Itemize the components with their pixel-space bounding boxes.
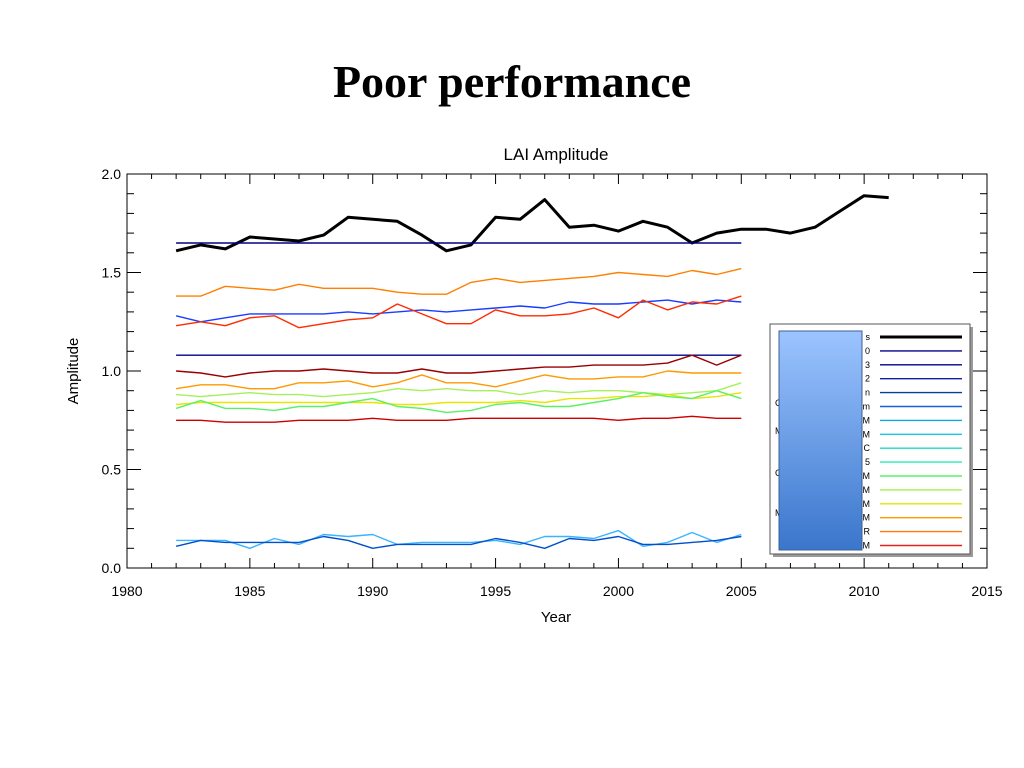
legend-label: 2 <box>865 374 870 384</box>
legend-label: n <box>865 388 870 398</box>
x-tick-label: 1985 <box>234 583 265 599</box>
y-tick-label: 0.0 <box>102 560 122 576</box>
x-tick-label: 1990 <box>357 583 388 599</box>
series-line-10 <box>176 392 742 406</box>
y-tick-label: 1.0 <box>102 363 122 379</box>
series-line-5 <box>175 299 742 323</box>
legend-label: 0 <box>865 346 870 356</box>
legend-label: 3 <box>865 360 870 370</box>
series-line-8 <box>175 370 742 390</box>
series-line-7 <box>176 354 742 378</box>
chart-title: LAI Amplitude <box>504 145 609 164</box>
series-line-6 <box>175 295 742 329</box>
legend-label: 5 <box>865 457 870 467</box>
legend-overlay <box>778 330 863 551</box>
legend-label: M <box>863 429 871 439</box>
legend-label: M <box>863 485 871 495</box>
series-line-4 <box>176 267 742 297</box>
legend-label: s <box>866 332 871 342</box>
legend-label: M <box>863 415 871 425</box>
y-tick-label: 1.5 <box>102 265 122 281</box>
y-tick-label: 0.5 <box>102 462 122 478</box>
y-tick-label: 2.0 <box>102 166 122 182</box>
legend-label: M <box>863 513 871 523</box>
legend-label: M <box>863 499 871 509</box>
x-tick-label: 1995 <box>480 583 511 599</box>
legend-label: R <box>864 527 871 537</box>
slide-title: Poor performance <box>332 56 692 107</box>
series-line-14 <box>175 535 742 549</box>
series-line-13 <box>176 529 742 549</box>
x-tick-label: 2015 <box>971 583 1002 599</box>
x-tick-label: 1980 <box>111 583 142 599</box>
series-line-12 <box>176 415 742 423</box>
legend-label: M <box>863 541 871 551</box>
x-tick-label: 2010 <box>849 583 880 599</box>
legend-label: C <box>864 443 871 453</box>
legend-label: m <box>863 402 871 412</box>
y-axis-label: Amplitude <box>65 338 82 405</box>
legend-label: M <box>863 471 871 481</box>
series-line-1 <box>175 194 889 253</box>
series-line-11 <box>175 390 742 414</box>
x-tick-label: 2000 <box>603 583 634 599</box>
x-tick-label: 2005 <box>726 583 757 599</box>
x-axis-label: Year <box>541 609 571 626</box>
